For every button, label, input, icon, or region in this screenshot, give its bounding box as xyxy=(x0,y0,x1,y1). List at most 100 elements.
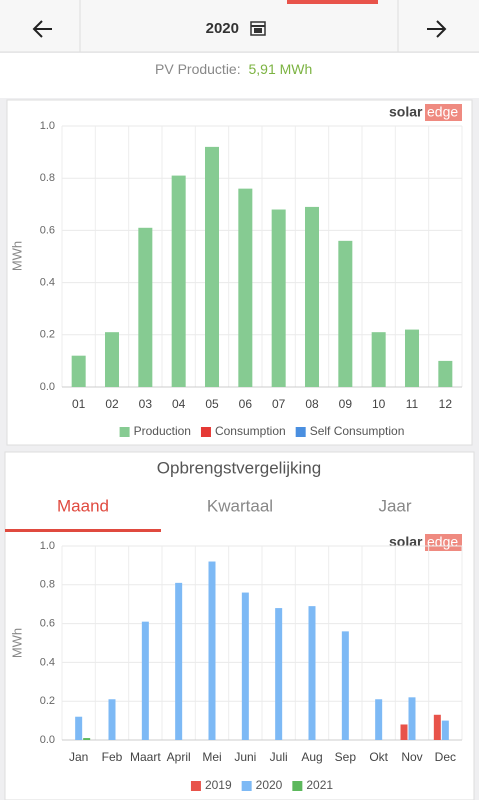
bar xyxy=(371,332,386,387)
x-tick-label: 10 xyxy=(372,397,386,411)
x-tick-label: 12 xyxy=(439,397,453,411)
brand-box xyxy=(425,104,462,121)
brand-box xyxy=(425,534,462,551)
legend-swatch xyxy=(295,427,306,437)
summary: PV Productie: 5,91 MWh xyxy=(155,61,312,77)
summary-label: PV Productie: xyxy=(155,61,241,77)
y-tick-label: 0.6 xyxy=(40,618,55,630)
x-tick-label: Aug xyxy=(301,750,322,764)
tab[interactable]: Jaar xyxy=(378,496,411,515)
y-tick-label: 0.0 xyxy=(40,381,55,393)
prev-arrow[interactable] xyxy=(32,20,52,38)
bar xyxy=(400,724,408,740)
x-tick-label: 04 xyxy=(172,397,186,411)
x-tick-label: Maart xyxy=(130,750,161,764)
bar xyxy=(271,209,286,387)
summary-bar xyxy=(0,53,479,98)
bar xyxy=(208,561,216,740)
active-indicator xyxy=(287,0,378,4)
calendar-icon[interactable] xyxy=(250,21,266,36)
y-axis-label: MWh xyxy=(9,628,24,658)
bar xyxy=(308,606,316,740)
x-tick-label: 03 xyxy=(139,397,153,411)
tab[interactable]: Kwartaal xyxy=(207,496,273,515)
legend-label: Consumption xyxy=(215,424,286,438)
bar xyxy=(141,621,149,740)
brand-first: solar xyxy=(389,104,423,120)
bar xyxy=(83,738,91,740)
bar xyxy=(433,714,441,740)
x-tick-label: 11 xyxy=(406,397,419,411)
legend-label: 2021 xyxy=(306,778,333,792)
legend-swatch xyxy=(292,781,303,791)
bar xyxy=(108,699,116,740)
x-tick-label: 05 xyxy=(205,397,219,411)
bar xyxy=(241,592,249,740)
bar xyxy=(71,355,86,387)
x-tick-label: Jan xyxy=(69,750,88,764)
x-tick-label: Nov xyxy=(401,750,422,764)
y-tick-label: 0.8 xyxy=(40,579,55,591)
x-tick-label: April xyxy=(167,750,191,764)
x-tick-label: 09 xyxy=(339,397,353,411)
y-axis-label: MWh xyxy=(9,241,24,271)
x-tick-label: Okt xyxy=(369,750,388,764)
y-tick-label: 0.8 xyxy=(40,172,55,184)
bar xyxy=(171,175,186,387)
legend-swatch xyxy=(119,427,130,437)
x-tick-label: Dec xyxy=(435,750,456,764)
y-tick-label: 0.4 xyxy=(40,277,55,289)
section-title: Opbrengstvergelijking xyxy=(157,458,321,477)
legend-swatch xyxy=(241,781,252,791)
bar xyxy=(408,697,416,740)
brand-logo: solar edge xyxy=(389,534,462,551)
y-tick-label: 0.2 xyxy=(40,695,55,707)
brand-logo: solar edge xyxy=(389,104,462,121)
x-tick-label: 01 xyxy=(72,397,86,411)
x-tick-label: Sep xyxy=(335,750,357,764)
bar xyxy=(75,716,83,740)
y-tick-label: 1.0 xyxy=(40,540,55,552)
legend-label: Production xyxy=(134,424,191,438)
y-tick-label: 0.2 xyxy=(40,329,55,341)
bar xyxy=(375,699,383,740)
y-tick-label: 0.6 xyxy=(40,224,55,236)
y-tick-label: 0.0 xyxy=(40,734,55,746)
x-tick-label: Feb xyxy=(102,750,123,764)
year[interactable]: 2020 xyxy=(206,20,239,37)
x-tick-label: 02 xyxy=(105,397,119,411)
bar xyxy=(105,332,119,387)
brand-second: edge xyxy=(427,534,458,550)
legend-label: Self Consumption xyxy=(310,424,405,438)
legend-label: 2019 xyxy=(205,778,232,792)
bar xyxy=(341,631,349,740)
bar xyxy=(441,720,449,740)
summary-value: 5,91 MWh xyxy=(249,61,313,77)
bar xyxy=(405,329,419,387)
bar xyxy=(305,206,319,387)
x-tick-label: 07 xyxy=(272,397,286,411)
bar xyxy=(438,360,453,387)
bar xyxy=(205,146,219,387)
bar xyxy=(275,608,283,740)
bar xyxy=(175,582,183,740)
x-tick-label: 06 xyxy=(239,397,253,411)
top-bar xyxy=(0,0,479,52)
x-tick-label: 08 xyxy=(305,397,319,411)
tab-underline xyxy=(5,529,161,532)
y-tick-label: 1.0 xyxy=(40,120,55,132)
x-tick-label: Mei xyxy=(202,750,221,764)
x-tick-label: Juni xyxy=(234,750,256,764)
legend-label: 2020 xyxy=(256,778,283,792)
x-tick-label: Juli xyxy=(270,750,288,764)
legend-swatch xyxy=(200,427,211,437)
tab-active[interactable]: Maand xyxy=(57,496,109,515)
bar xyxy=(238,188,253,387)
next-arrow[interactable] xyxy=(427,20,447,38)
brand-second: edge xyxy=(427,104,458,120)
y-tick-label: 0.4 xyxy=(40,656,55,668)
brand-first: solar xyxy=(389,534,423,550)
bar xyxy=(338,240,353,387)
